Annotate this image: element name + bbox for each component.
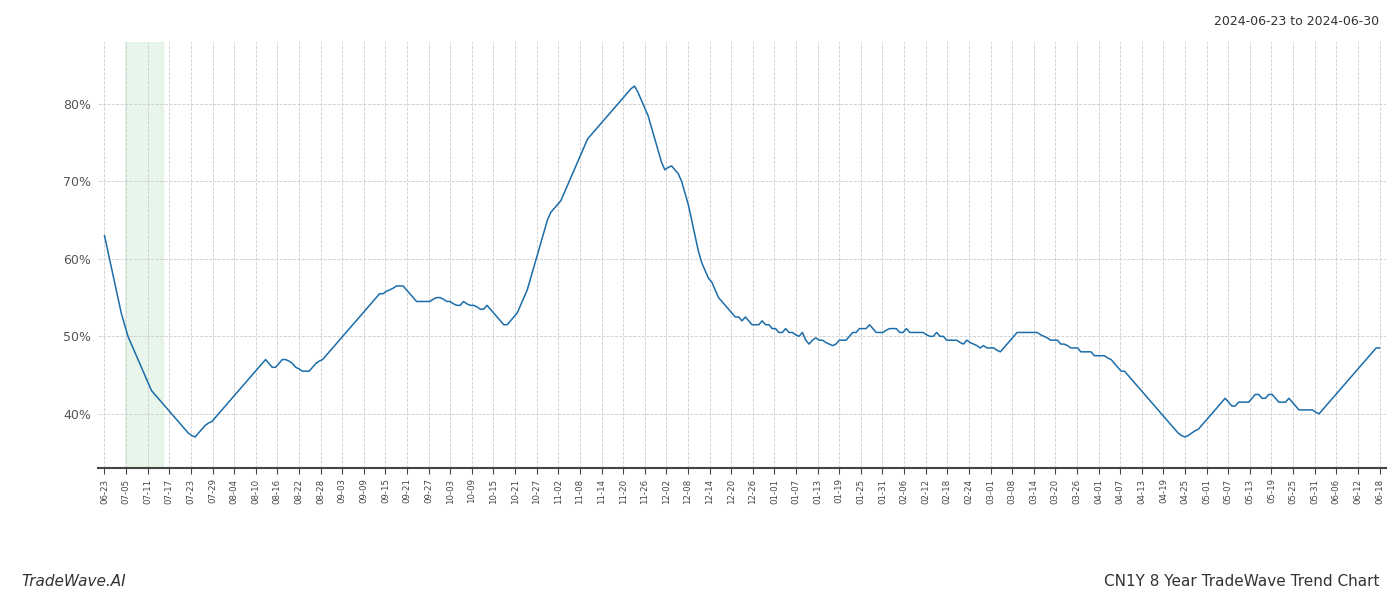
Text: CN1Y 8 Year TradeWave Trend Chart: CN1Y 8 Year TradeWave Trend Chart bbox=[1103, 574, 1379, 589]
Bar bbox=[125, 42, 162, 468]
Text: TradeWave.AI: TradeWave.AI bbox=[21, 574, 126, 589]
Text: 2024-06-23 to 2024-06-30: 2024-06-23 to 2024-06-30 bbox=[1214, 15, 1379, 28]
